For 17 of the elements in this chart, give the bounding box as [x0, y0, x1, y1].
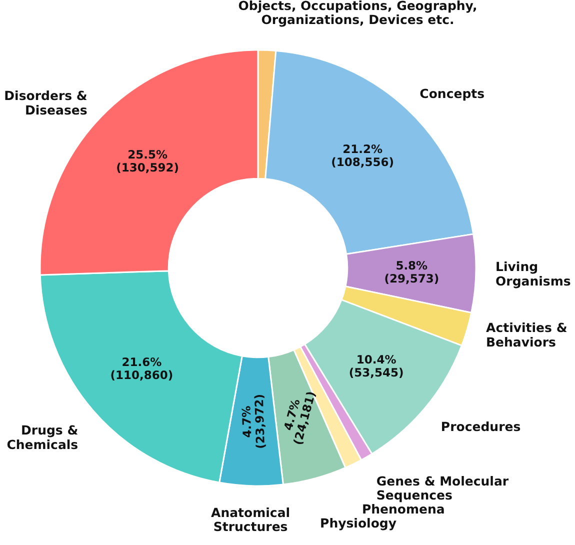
data-label: 5.8% (29,573): [384, 258, 440, 286]
slice-label: Concepts: [420, 86, 485, 102]
data-label: 4.7% (23,972): [239, 394, 268, 450]
slice-label: Genes & Molecular Sequences: [376, 473, 510, 503]
data-label: 10.4% (53,545): [348, 352, 404, 380]
slice-label: Phenomena: [362, 501, 445, 516]
slice-label: Objects, Occupations, Geography, Organizations, Devices etc.: [238, 0, 478, 28]
slice-label: Anatomical Structures: [211, 504, 290, 534]
data-label: 25.5% (130,592): [116, 148, 180, 175]
slice-label: Procedures: [440, 418, 521, 434]
slice-label: Activities & Behaviors: [486, 320, 568, 350]
slice-label: Living Organisms: [496, 259, 571, 289]
slice-label: Disorders & Diseases: [4, 88, 88, 118]
slice-label: Physiology: [320, 515, 397, 530]
data-label: 21.6% (110,860): [110, 354, 174, 382]
data-label: 21.2% (108,556): [331, 142, 394, 169]
slice-label: Drugs & Chemicals: [6, 422, 78, 452]
